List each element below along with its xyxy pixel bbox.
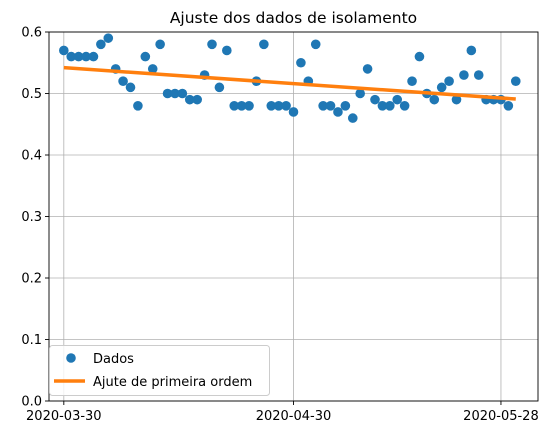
y-tick-label: 0.3 [21, 210, 42, 225]
data-point [333, 107, 343, 117]
data-point [229, 101, 240, 111]
x-tick-label: 2020-04-30 [256, 409, 332, 424]
data-point [362, 64, 373, 74]
data-point [414, 51, 425, 62]
x-tick-label: 2020-05-28 [463, 409, 539, 424]
data-point [355, 88, 365, 99]
data-point [273, 101, 284, 111]
data-point [103, 33, 114, 43]
data-point [66, 51, 77, 62]
data-point [236, 101, 247, 111]
x-tick-label: 2020-03-30 [26, 409, 102, 424]
data-point [125, 82, 136, 93]
data-point [184, 94, 195, 105]
data-point [385, 101, 395, 111]
data-point [392, 94, 403, 105]
data-point [81, 51, 91, 62]
data-point [466, 45, 477, 56]
data-point [325, 101, 336, 111]
y-tick-label: 0.6 [21, 26, 42, 41]
legend-label-dados: Dados [93, 352, 134, 367]
data-point [155, 39, 165, 50]
data-point [207, 39, 217, 50]
data-point [347, 113, 358, 123]
data-point [59, 45, 69, 56]
data-point [177, 88, 188, 99]
data-point [162, 88, 173, 99]
legend-marker-dados [66, 353, 76, 363]
data-point [118, 76, 128, 86]
data-point [436, 82, 447, 93]
legend-box [49, 345, 270, 396]
y-tick-label: 0.4 [21, 149, 42, 164]
data-point [88, 51, 99, 62]
data-point [473, 70, 484, 80]
legend: Dados Ajute de primeira ordem [49, 345, 270, 396]
data-point [266, 101, 277, 111]
data-point [259, 39, 269, 50]
fit-line [63, 65, 516, 101]
data-point [370, 94, 380, 105]
y-tick-label: 0.2 [21, 272, 42, 287]
data-point [310, 39, 321, 50]
data-point [399, 101, 410, 111]
data-point [214, 82, 225, 93]
data-point [222, 45, 232, 56]
legend-label-ajuste: Ajute de primeira ordem [93, 375, 252, 390]
data-point [444, 76, 454, 86]
ticks-layer: 0.0 0.1 0.2 0.3 0.4 0.5 0.6 2020-03-30 2020-04-3… [21, 26, 538, 425]
y-tick-label: 0.0 [21, 395, 42, 410]
data-point [377, 101, 388, 111]
y-tick-label: 0.5 [21, 87, 42, 102]
data-point [140, 51, 151, 62]
data-point [459, 70, 469, 80]
data-point [170, 88, 180, 99]
data-point [244, 101, 254, 111]
data-point [96, 39, 106, 50]
data-point [451, 94, 462, 105]
data-point [192, 94, 202, 105]
data-point [281, 101, 291, 111]
data-point [407, 76, 417, 86]
data-point [318, 101, 328, 111]
data-point [73, 51, 84, 62]
series-layer [59, 33, 521, 123]
data-point [296, 57, 306, 68]
data-point [510, 76, 521, 86]
chart-title: Ajuste dos dados de isolamento [170, 9, 417, 27]
data-point [147, 64, 158, 74]
data-point [429, 94, 440, 105]
data-point [503, 101, 514, 111]
data-point [288, 107, 299, 117]
data-point [340, 101, 351, 111]
data-point [133, 101, 143, 111]
y-tick-label: 0.1 [21, 333, 42, 348]
